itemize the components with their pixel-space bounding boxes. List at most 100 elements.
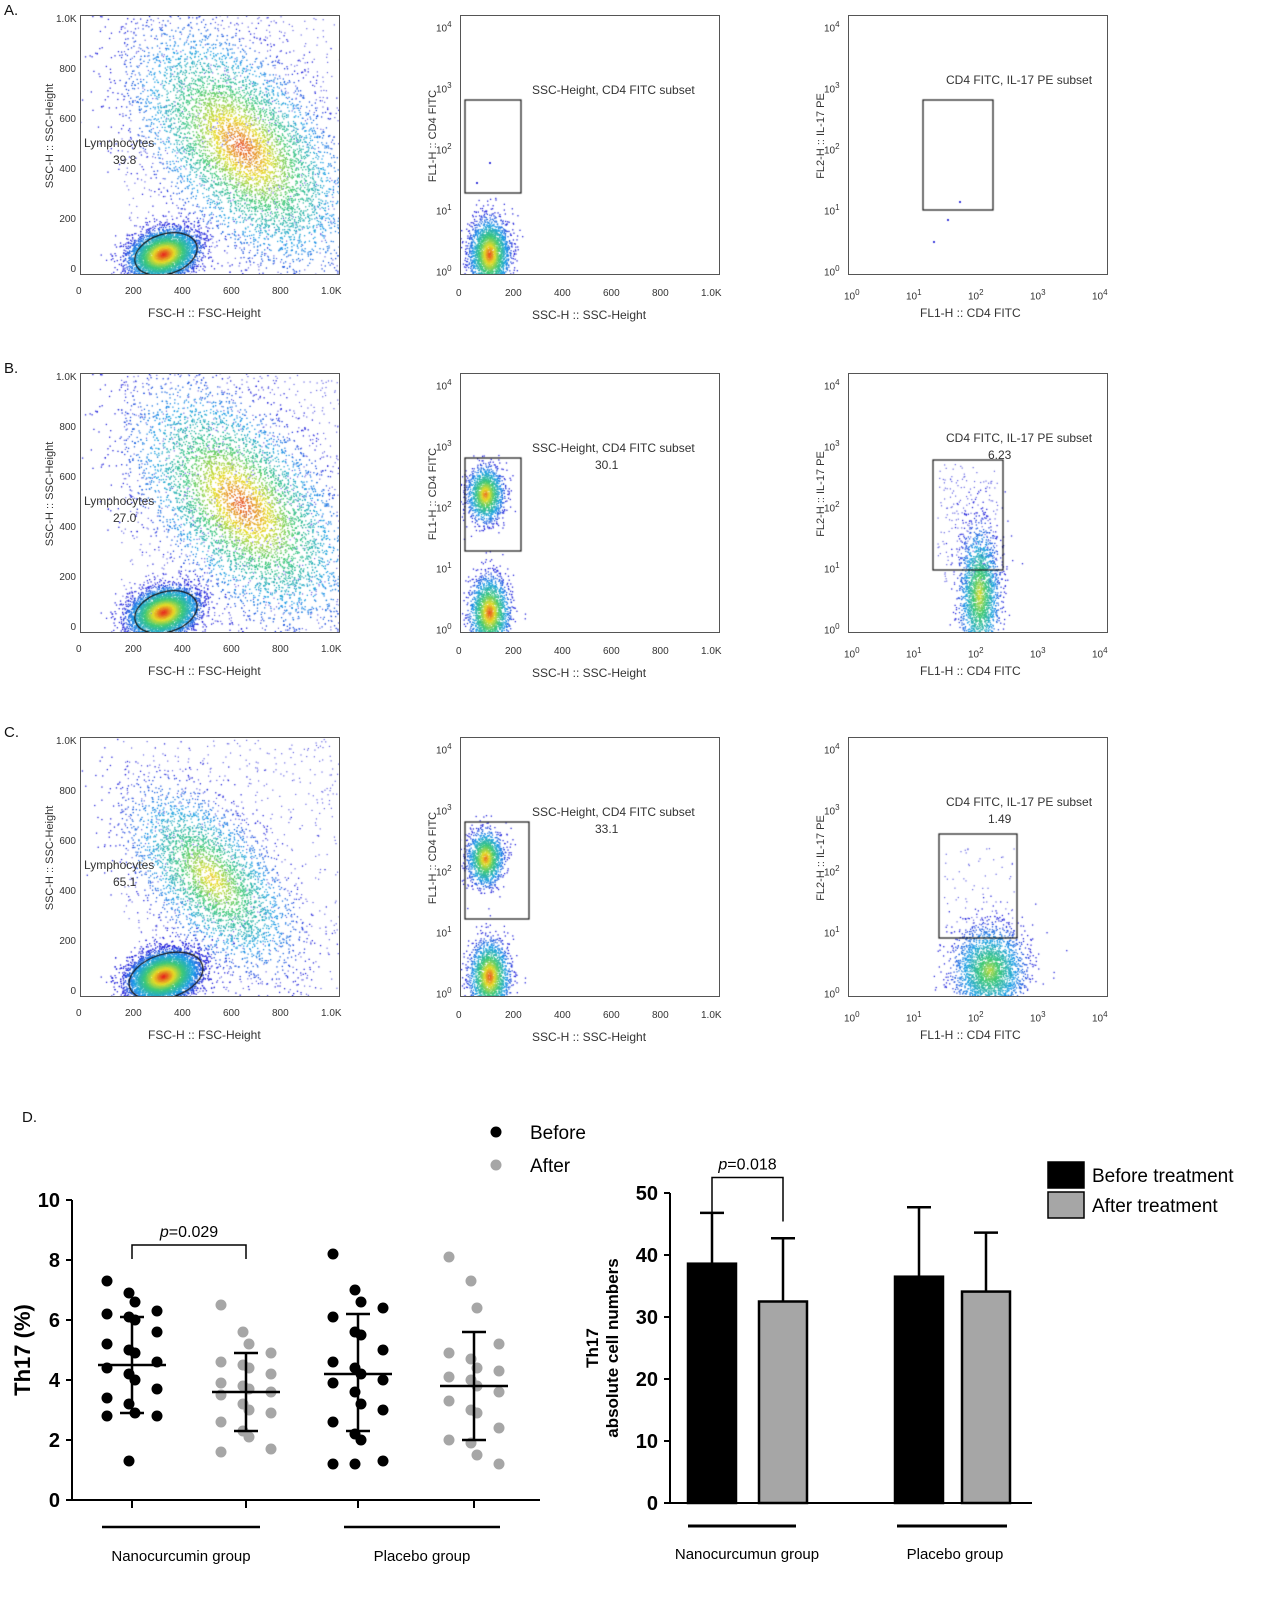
log-tick-exponent: 2 [979, 1010, 984, 1019]
log-tick-exponent: 1 [835, 561, 840, 570]
data-point [377, 1455, 389, 1467]
log-tick-exponent: 4 [1103, 1010, 1108, 1019]
x-tick-label: 400 [174, 286, 191, 297]
x-tick-label: 200 [505, 288, 522, 299]
log-tick-label: 104 [1092, 1010, 1108, 1025]
data-point [327, 1458, 339, 1470]
data-point [265, 1347, 277, 1359]
log-tick-label: 101 [824, 203, 840, 218]
log-tick-exponent: 2 [447, 142, 452, 151]
x-tick-label: 600 [603, 646, 620, 657]
log-tick-exponent: 4 [1103, 646, 1108, 655]
y-tick-label: 6 [49, 1310, 60, 1332]
x-tick-label: 800 [652, 646, 669, 657]
log-tick-label: 101 [824, 925, 840, 940]
log-tick-label: 104 [1092, 646, 1108, 661]
data-point [265, 1407, 277, 1419]
y-axis-label: FL2-H :: IL-17 PE [815, 93, 827, 179]
data-point [101, 1338, 113, 1350]
gate-value-il17-subset: 6.23 [988, 448, 1012, 462]
legend-marker [490, 1126, 502, 1138]
x-tick-label: 600 [223, 1008, 240, 1019]
data-point [215, 1356, 227, 1368]
gate-name-lymphocytes: Lymphocytes [84, 858, 155, 872]
data-point [443, 1251, 455, 1263]
log-tick-exponent: 0 [855, 288, 860, 297]
x-axis-label: FL1-H :: CD4 FITC [920, 1028, 1021, 1042]
data-point [265, 1368, 277, 1380]
log-tick-label: 100 [824, 264, 840, 279]
data-point [443, 1395, 455, 1407]
y-tick-label: 10 [636, 1431, 658, 1453]
y-axis-label: FL1-H :: CD4 FITC [427, 89, 439, 183]
log-tick-exponent: 0 [447, 622, 452, 631]
log-tick-label: 101 [824, 561, 840, 576]
x-tick-label: 800 [272, 644, 289, 655]
y-tick-label: 4 [49, 1370, 61, 1392]
data-point [243, 1431, 255, 1443]
log-tick-exponent: 0 [855, 646, 860, 655]
data-point [443, 1371, 455, 1383]
log-tick-exponent: 4 [835, 378, 840, 387]
log-tick-exponent: 3 [835, 439, 840, 448]
log-tick-label: 101 [906, 288, 922, 303]
log-tick-label: 100 [436, 622, 452, 637]
y-axis-label: FL2-H :: IL-17 PE [815, 815, 827, 901]
log-tick-exponent: 4 [447, 378, 452, 387]
panel-letter-c: C. [4, 724, 19, 741]
x-tick-label: 400 [554, 646, 571, 657]
x-tick-label: 800 [272, 286, 289, 297]
data-point [493, 1458, 505, 1470]
data-point [493, 1386, 505, 1398]
panel-letter-b: B. [4, 360, 19, 377]
log-tick-exponent: 2 [979, 288, 984, 297]
y-tick-label: 0 [49, 1490, 60, 1512]
data-point [123, 1287, 135, 1299]
significance-bracket [711, 1176, 784, 1222]
data-point [355, 1296, 367, 1308]
y-tick-label: 400 [59, 886, 76, 897]
log-tick-exponent: 1 [447, 561, 452, 570]
gate-value-lymphocytes: 39.8 [113, 153, 137, 167]
x-axis-label: FL1-H :: CD4 FITC [920, 664, 1021, 678]
log-tick-label: 103 [436, 439, 452, 454]
x-axis-label: FSC-H :: FSC-Height [148, 306, 261, 320]
log-tick-exponent: 2 [979, 646, 984, 655]
x-tick-label: 400 [174, 1008, 191, 1019]
legend-label: After treatment [1092, 1196, 1218, 1217]
y-tick-label: 800 [59, 64, 76, 75]
y-tick-label: 200 [59, 936, 76, 947]
p-value: =0.029 [169, 1224, 218, 1241]
log-tick-label: 102 [968, 646, 984, 661]
log-tick-label: 101 [906, 1010, 922, 1025]
bar [757, 1300, 809, 1505]
log-tick-exponent: 3 [447, 439, 452, 448]
x-tick-label: 800 [272, 1008, 289, 1019]
log-tick-label: 103 [1030, 1010, 1046, 1025]
log-tick-label: 103 [436, 803, 452, 818]
data-point [151, 1305, 163, 1317]
x-tick-label: 0 [76, 286, 82, 297]
log-tick-label: 104 [824, 20, 840, 35]
log-tick-label: 103 [824, 81, 840, 96]
cd4-ssc-scatter-plot [460, 15, 720, 275]
x-tick-label: 600 [603, 1010, 620, 1021]
legend-swatch [1047, 1191, 1085, 1219]
p-value: =0.018 [727, 1157, 776, 1174]
x-tick-label: 200 [505, 1010, 522, 1021]
y-axis-label: SSC-H :: SSC-Height [44, 441, 56, 547]
log-tick-exponent: 2 [835, 500, 840, 509]
p-symbol: p [717, 1157, 727, 1174]
p-symbol: p [159, 1224, 169, 1241]
p-value-label: p=0.018 [717, 1157, 776, 1174]
group-label: Placebo group [374, 1548, 471, 1565]
th17-absolute-bar-chart: 0 10 20 30 40 50 Th17 absolute cell numbers p=0.… [583, 1157, 1234, 1564]
il17-cd4-scatter-plot [848, 15, 1108, 275]
x-tick-label: 400 [174, 644, 191, 655]
data-point [101, 1410, 113, 1422]
log-tick-exponent: 3 [447, 81, 452, 90]
log-tick-label: 104 [1092, 288, 1108, 303]
data-point [443, 1347, 455, 1359]
y-axis-label: FL1-H :: CD4 FITC [427, 447, 439, 541]
x-tick-label: 1.0K [701, 646, 722, 657]
